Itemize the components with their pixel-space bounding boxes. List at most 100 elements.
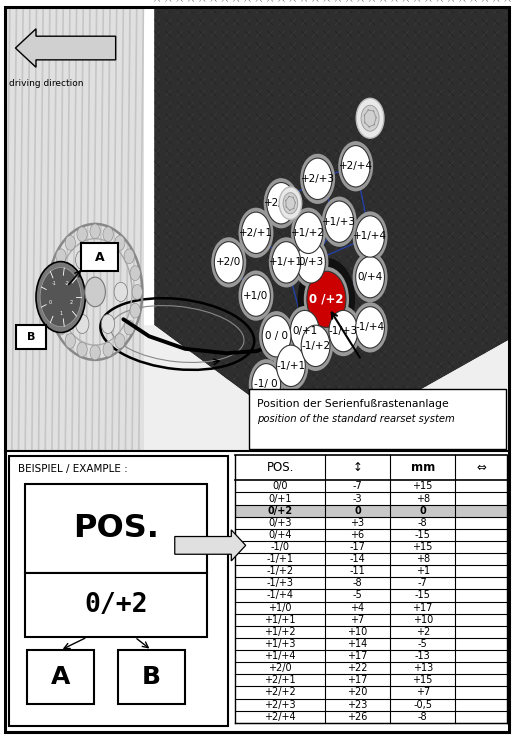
Text: +15: +15 [412, 542, 433, 552]
Circle shape [300, 154, 335, 204]
Text: -15: -15 [415, 590, 431, 601]
Circle shape [242, 275, 270, 316]
Circle shape [242, 212, 270, 253]
Bar [25, 484, 207, 573]
Text: -3: -3 [353, 494, 362, 503]
Text: 0/+4: 0/+4 [268, 530, 292, 540]
Circle shape [77, 227, 87, 242]
Circle shape [103, 342, 113, 357]
Circle shape [114, 282, 127, 302]
Text: +13: +13 [413, 663, 433, 673]
Text: 0: 0 [354, 505, 361, 516]
Circle shape [356, 307, 384, 348]
Text: -13: -13 [415, 651, 431, 661]
Circle shape [267, 183, 296, 224]
Text: +15: +15 [412, 481, 433, 491]
Circle shape [103, 227, 113, 242]
Circle shape [50, 266, 60, 281]
Bar [235, 577, 507, 590]
Circle shape [361, 105, 379, 132]
Circle shape [353, 302, 388, 353]
Text: -8: -8 [418, 712, 428, 722]
Bar [235, 505, 507, 517]
Text: +15: +15 [412, 675, 433, 685]
Text: B: B [27, 332, 35, 342]
Text: 0/+3: 0/+3 [268, 518, 292, 528]
Circle shape [291, 208, 326, 258]
Bar [235, 517, 507, 529]
Circle shape [50, 303, 60, 318]
Text: 0/+4: 0/+4 [357, 272, 383, 282]
Text: -15: -15 [415, 530, 431, 540]
Text: driving direction: driving direction [9, 79, 83, 88]
Text: +20: +20 [347, 687, 368, 698]
Text: 1: 1 [59, 311, 62, 316]
Circle shape [211, 237, 246, 287]
Bar [25, 573, 207, 637]
FancyArrow shape [175, 530, 246, 561]
Text: B: B [142, 665, 161, 689]
Circle shape [124, 320, 134, 335]
Circle shape [76, 251, 89, 270]
Text: +2/+1: +2/+1 [264, 675, 296, 685]
Circle shape [40, 268, 81, 327]
Text: +2/+2: +2/+2 [264, 687, 296, 698]
Circle shape [115, 333, 125, 348]
Text: +1/+2: +1/+2 [264, 627, 296, 637]
Text: +1/+3: +1/+3 [264, 639, 296, 649]
Text: +10: +10 [413, 615, 433, 624]
Circle shape [90, 224, 100, 239]
Circle shape [259, 311, 294, 361]
Circle shape [273, 341, 308, 391]
Text: +7: +7 [351, 615, 364, 624]
Circle shape [56, 249, 66, 264]
Circle shape [36, 262, 85, 333]
Text: +1/+3: +1/+3 [322, 217, 356, 227]
Circle shape [356, 256, 384, 298]
Text: +2/+1: +2/+1 [239, 228, 273, 238]
Circle shape [130, 303, 140, 318]
Text: -1/+1: -1/+1 [267, 554, 293, 564]
Circle shape [85, 277, 105, 307]
Text: -1/+4: -1/+4 [267, 590, 293, 601]
Circle shape [264, 178, 299, 228]
Circle shape [65, 333, 76, 348]
Circle shape [298, 321, 333, 371]
FancyArrow shape [15, 29, 116, 67]
Text: +17: +17 [347, 651, 368, 661]
Circle shape [56, 320, 66, 335]
Text: -1: -1 [51, 282, 57, 287]
Text: +23: +23 [347, 700, 368, 709]
Circle shape [252, 364, 281, 405]
Bar [235, 565, 507, 577]
Bar [9, 456, 228, 726]
Text: +2/+4: +2/+4 [339, 161, 373, 171]
Text: -14: -14 [350, 554, 365, 564]
Circle shape [353, 252, 388, 302]
Bar [235, 602, 507, 613]
Text: 0/+2: 0/+2 [84, 592, 148, 619]
Bar [235, 455, 507, 480]
Text: position of the standard rearset system: position of the standard rearset system [257, 414, 455, 424]
Text: +2/+3: +2/+3 [264, 700, 296, 709]
Text: -1/+1: -1/+1 [277, 361, 305, 371]
Text: +26: +26 [347, 712, 368, 722]
Bar [235, 613, 507, 626]
Text: +1/+1: +1/+1 [264, 615, 296, 624]
Text: +6: +6 [351, 530, 364, 540]
Bar [235, 480, 507, 492]
Text: +1/0: +1/0 [268, 602, 292, 613]
Text: 0/+1: 0/+1 [268, 494, 292, 503]
Text: +4: +4 [351, 602, 364, 613]
Text: A: A [95, 251, 104, 264]
Text: +10: +10 [347, 627, 368, 637]
Text: -8: -8 [353, 579, 362, 588]
Circle shape [238, 270, 273, 321]
Circle shape [101, 314, 115, 333]
Bar [118, 650, 185, 704]
Circle shape [124, 249, 134, 264]
Text: BEISPIEL / EXAMPLE :: BEISPIEL / EXAMPLE : [18, 464, 128, 474]
Text: +14: +14 [347, 639, 368, 649]
Text: -2: -2 [65, 282, 70, 287]
Circle shape [294, 212, 323, 253]
